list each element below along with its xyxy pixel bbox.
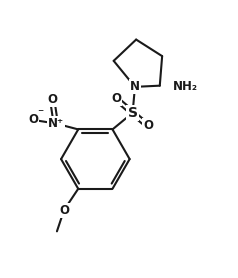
Text: NH₂: NH₂ xyxy=(173,80,198,93)
Text: O: O xyxy=(28,113,38,126)
Text: O: O xyxy=(143,119,153,132)
Text: N: N xyxy=(130,80,140,93)
Text: N⁺: N⁺ xyxy=(48,117,64,130)
Text: O: O xyxy=(59,203,69,217)
Text: ⁻: ⁻ xyxy=(37,107,43,120)
Text: O: O xyxy=(111,92,121,105)
Text: O: O xyxy=(47,93,57,106)
Text: S: S xyxy=(128,106,138,120)
